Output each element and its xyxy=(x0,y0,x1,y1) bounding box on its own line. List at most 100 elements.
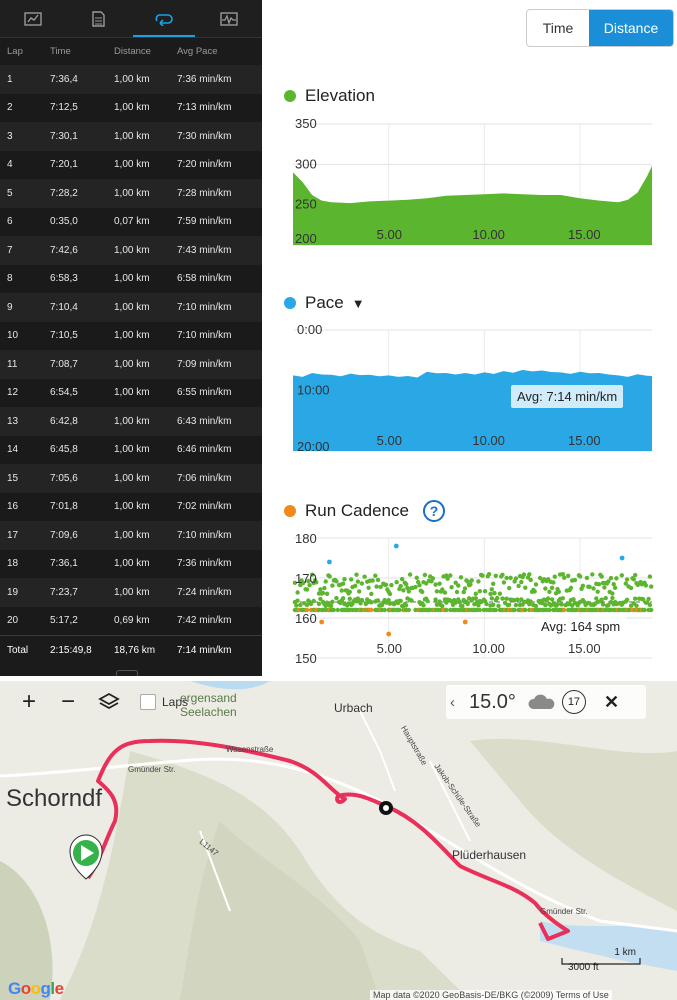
tab-summary[interactable] xyxy=(0,0,66,37)
cadence-point xyxy=(366,585,371,590)
close-icon[interactable]: ✕ xyxy=(603,691,620,712)
cadence-point xyxy=(528,577,533,583)
cadence-point xyxy=(560,596,565,601)
laps-checkbox-box[interactable] xyxy=(140,694,156,710)
cadence-point xyxy=(532,589,537,594)
lap-distance: 1,00 km xyxy=(114,472,150,484)
lap-number: 11 xyxy=(7,358,18,370)
lap-row[interactable]: 11 7:08,7 1,00 km 7:09 min/km xyxy=(0,350,262,379)
cadence-point xyxy=(409,598,414,603)
cadence-point xyxy=(414,575,419,580)
lap-row[interactable]: 16 7:01,8 1,00 km 7:02 min/km xyxy=(0,492,262,521)
lap-distance: 1,00 km xyxy=(114,102,150,114)
cadence-point xyxy=(486,572,492,577)
layers-button[interactable] xyxy=(92,685,126,719)
pace-title[interactable]: Pace ▼ xyxy=(284,293,365,313)
cadence-point xyxy=(457,599,462,605)
lap-row[interactable]: 9 7:10,4 1,00 km 7:10 min/km xyxy=(0,293,262,322)
place-pluederhausen-label: Plüderhausen xyxy=(452,848,527,862)
lap-row[interactable]: 8 6:58,3 1,00 km 6:58 min/km xyxy=(0,264,262,293)
lap-row[interactable]: 13 6:42,8 1,00 km 6:43 min/km xyxy=(0,407,262,436)
cadence-point xyxy=(647,602,653,608)
cadence-point xyxy=(394,580,399,585)
lap-time: 7:10,4 xyxy=(50,301,78,313)
help-icon[interactable]: ? xyxy=(422,500,445,522)
lap-row[interactable]: 3 7:30,1 1,00 km 7:30 min/km xyxy=(0,122,262,151)
street-gmuender-1-label: Gmünder Str. xyxy=(128,765,176,774)
lap-row[interactable]: 7 7:42,6 1,00 km 7:43 min/km xyxy=(0,236,262,265)
cadence-point xyxy=(552,574,557,579)
tab-laps[interactable] xyxy=(131,0,197,37)
cadence-point xyxy=(562,607,567,613)
cadence-point xyxy=(398,598,403,604)
lap-row[interactable]: 6 0:35,0 0,07 km 7:59 min/km xyxy=(0,207,262,236)
cadence-point xyxy=(649,607,654,613)
caret-down-icon[interactable]: ▼ xyxy=(351,295,365,311)
cadence-point xyxy=(383,582,389,587)
lap-row[interactable]: 4 7:20,1 1,00 km 7:20 min/km xyxy=(0,150,262,179)
cadence-dot-icon xyxy=(284,505,296,517)
lap-distance: 1,00 km xyxy=(114,159,150,171)
lap-distance: 0,69 km xyxy=(114,615,150,627)
cadence-point xyxy=(587,584,592,590)
lap-row[interactable]: 10 7:10,5 1,00 km 7:10 min/km xyxy=(0,321,262,350)
lap-time: 7:09,6 xyxy=(50,529,78,541)
lap-number: 12 xyxy=(7,387,19,399)
lap-row[interactable]: 5 7:28,2 1,00 km 7:28 min/km xyxy=(0,179,262,208)
cadence-point xyxy=(331,607,336,613)
street-wasen-label: Wasenstraße xyxy=(226,745,274,754)
toggle-distance-button[interactable]: Distance xyxy=(589,10,673,46)
cadence-point xyxy=(476,603,481,608)
place-urbach-label: Urbach xyxy=(334,701,373,715)
lap-number: 6 xyxy=(7,216,13,228)
elevation-y-tick: 200 xyxy=(295,231,317,246)
lap-row[interactable]: 12 6:54,5 1,00 km 6:55 min/km xyxy=(0,378,262,407)
elevation-y-tick: 250 xyxy=(295,197,317,212)
lap-row[interactable]: 19 7:23,7 1,00 km 7:24 min/km xyxy=(0,578,262,607)
cadence-point xyxy=(580,583,586,588)
cadence-outlier-point xyxy=(386,631,392,637)
lap-row[interactable]: 1 7:36,4 1,00 km 7:36 min/km xyxy=(0,65,262,94)
drawer-handle-icon[interactable] xyxy=(116,670,138,676)
map-attribution[interactable]: Map data ©2020 GeoBasis-DE/BKG (©2009) T… xyxy=(370,990,612,1000)
cadence-point xyxy=(507,602,512,607)
lap-pace: 7:02 min/km xyxy=(177,501,232,513)
cadence-point xyxy=(484,601,489,607)
elevation-x-tick: 10.00 xyxy=(472,227,505,242)
pace-dot-icon xyxy=(284,297,296,309)
chevron-left-icon[interactable]: ‹ xyxy=(450,693,455,711)
cadence-point xyxy=(359,597,365,603)
cadence-point xyxy=(465,579,470,584)
cadence-point xyxy=(403,603,409,608)
lap-row[interactable]: 2 7:12,5 1,00 km 7:13 min/km xyxy=(0,93,262,122)
cadence-point xyxy=(549,585,555,590)
lap-distance: 1,00 km xyxy=(114,501,150,513)
lap-row[interactable]: 17 7:09,6 1,00 km 7:10 min/km xyxy=(0,521,262,550)
tab-details[interactable] xyxy=(66,0,132,37)
cadence-point xyxy=(324,591,330,596)
cadence-point xyxy=(643,583,649,588)
cadence-point xyxy=(646,596,651,602)
cadence-point xyxy=(413,584,418,590)
laps-checkbox-label: Laps xyxy=(162,695,189,709)
lap-row[interactable]: 14 6:45,8 1,00 km 6:46 min/km xyxy=(0,435,262,464)
route-map[interactable]: + − Laps ‹ 15.0° 17 ✕ ergensand Seelache… xyxy=(0,681,677,1000)
cadence-point xyxy=(493,607,498,613)
cadence-point xyxy=(314,580,319,585)
cadence-y-tick: 160 xyxy=(295,611,317,626)
lap-row[interactable]: 15 7:05,6 1,00 km 7:06 min/km xyxy=(0,464,262,493)
tab-graphs[interactable] xyxy=(197,0,263,37)
lap-pace: 6:55 min/km xyxy=(177,387,232,399)
zoom-out-button[interactable]: − xyxy=(60,688,75,715)
lap-pace: 6:43 min/km xyxy=(177,415,232,427)
lap-row[interactable]: 18 7:36,1 1,00 km 7:36 min/km xyxy=(0,549,262,578)
zoom-in-button[interactable]: + xyxy=(21,688,36,715)
cadence-point xyxy=(496,603,501,608)
laps-checkbox[interactable]: Laps xyxy=(140,689,188,715)
cadence-point xyxy=(304,587,310,592)
cadence-point xyxy=(488,591,493,597)
toggle-time-button[interactable]: Time xyxy=(542,20,574,36)
lap-number: 7 xyxy=(7,244,13,256)
lap-row[interactable]: 20 5:17,2 0,69 km 7:42 min/km xyxy=(0,606,262,635)
cadence-point xyxy=(304,607,310,613)
